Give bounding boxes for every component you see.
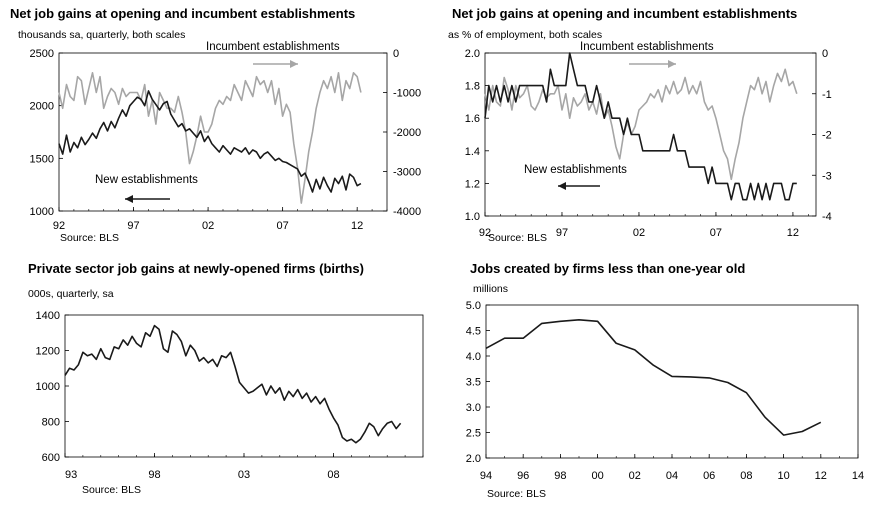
chart-subtitle: millions (473, 283, 508, 295)
chart-panel-3: Private sector job gains at newly-opened… (28, 261, 424, 496)
x-tick-label: 92 (53, 220, 65, 232)
plot-area (64, 314, 424, 458)
chart-panel-1: Net job gains at opening and incumbent e… (10, 6, 421, 244)
series-annotation: Incumbent establishments (206, 41, 340, 53)
y-right-tick-label: -1 (822, 89, 832, 101)
series-annotation: New establishments (95, 174, 198, 186)
y-tick-label: 1400 (36, 310, 60, 322)
x-tick-label: 97 (127, 220, 139, 232)
y-tick-label: 4.0 (466, 351, 481, 363)
x-tick-label: 12 (787, 227, 799, 239)
x-tick-label: 07 (277, 220, 289, 232)
plot-area (484, 52, 817, 217)
y-tick-label: 1.2 (465, 178, 480, 190)
y-right-tick-label: -1000 (393, 88, 421, 100)
x-tick-label: 10 (777, 470, 789, 482)
series-line-new-establishments (484, 52, 797, 201)
chart-source: Source: BLS (60, 232, 119, 244)
y-tick-label: 800 (42, 417, 60, 429)
series-line-incumbent-establishments (484, 68, 798, 181)
chart-title: Net job gains at opening and incumbent e… (10, 6, 355, 21)
y-right-tick-label: 0 (393, 48, 399, 60)
series-annotation: Incumbent establishments (580, 41, 714, 53)
y-tick-label: 1.4 (465, 146, 480, 158)
arrow-right-icon (668, 60, 676, 68)
x-tick-label: 04 (666, 470, 678, 482)
arrow-left-icon (558, 182, 566, 190)
x-tick-label: 14 (852, 470, 864, 482)
y-tick-label: 3.0 (466, 402, 481, 414)
x-tick-label: 94 (480, 470, 492, 482)
y-tick-label: 600 (42, 452, 60, 464)
arrow-right-icon (290, 60, 298, 68)
x-tick-label: 98 (554, 470, 566, 482)
x-tick-label: 92 (479, 227, 491, 239)
y-right-tick-label: -3000 (393, 167, 421, 179)
x-tick-label: 00 (591, 470, 603, 482)
x-tick-label: 03 (238, 469, 250, 481)
y-tick-label: 1.8 (465, 81, 480, 93)
y-right-tick-label: -4 (822, 211, 832, 223)
y-tick-label: 2.0 (465, 48, 480, 60)
x-tick-label: 08 (740, 470, 752, 482)
chart-source: Source: BLS (487, 488, 546, 500)
y-tick-label: 2.5 (466, 428, 481, 440)
arrow-left-icon (125, 195, 133, 203)
y-tick-label: 1500 (30, 153, 54, 165)
chart-panel-4: Jobs created by firms less than one-year… (466, 261, 864, 500)
chart-title: Private sector job gains at newly-opened… (28, 261, 364, 276)
x-tick-label: 12 (815, 470, 827, 482)
series-line-main (485, 318, 822, 436)
series-line-main (64, 324, 402, 444)
series-line-incumbent-establishments (58, 72, 362, 204)
y-tick-label: 1.6 (465, 113, 480, 125)
y-right-tick-label: -3 (822, 170, 832, 182)
x-tick-label: 07 (710, 227, 722, 239)
chart-source: Source: BLS (488, 232, 547, 244)
y-tick-label: 1000 (30, 206, 54, 218)
chart-subtitle: thousands sa, quarterly, both scales (18, 29, 185, 41)
x-tick-label: 02 (202, 220, 214, 232)
y-tick-label: 5.0 (466, 300, 481, 312)
chart-subtitle: as % of employment, both scales (448, 29, 602, 41)
x-tick-label: 02 (633, 227, 645, 239)
y-right-tick-label: -2000 (393, 127, 421, 139)
y-tick-label: 2500 (30, 48, 54, 60)
x-tick-label: 08 (327, 469, 339, 481)
x-tick-label: 96 (517, 470, 529, 482)
chart-title: Jobs created by firms less than one-year… (470, 261, 745, 276)
x-tick-label: 12 (351, 220, 363, 232)
y-tick-label: 1.0 (465, 211, 480, 223)
x-tick-label: 97 (556, 227, 568, 239)
y-right-tick-label: -2 (822, 130, 832, 142)
y-tick-label: 1200 (36, 346, 60, 358)
y-tick-label: 1000 (36, 381, 60, 393)
chart-source: Source: BLS (82, 484, 141, 496)
y-right-tick-label: -4000 (393, 206, 421, 218)
x-tick-label: 06 (703, 470, 715, 482)
series-line-new-establishments (58, 90, 362, 193)
x-tick-label: 93 (65, 469, 77, 481)
chart-title: Net job gains at opening and incumbent e… (452, 6, 797, 21)
plot-area (485, 304, 859, 459)
y-tick-label: 2.0 (466, 453, 481, 465)
y-tick-label: 4.5 (466, 326, 481, 338)
x-tick-label: 98 (148, 469, 160, 481)
chart-panel-2: Net job gains at opening and incumbent e… (448, 6, 832, 244)
y-tick-label: 3.5 (466, 377, 481, 389)
chart-subtitle: 000s, quarterly, sa (28, 288, 114, 300)
y-tick-label: 2000 (30, 101, 54, 113)
x-tick-label: 02 (629, 470, 641, 482)
series-annotation: New establishments (524, 164, 627, 176)
y-right-tick-label: 0 (822, 48, 828, 60)
